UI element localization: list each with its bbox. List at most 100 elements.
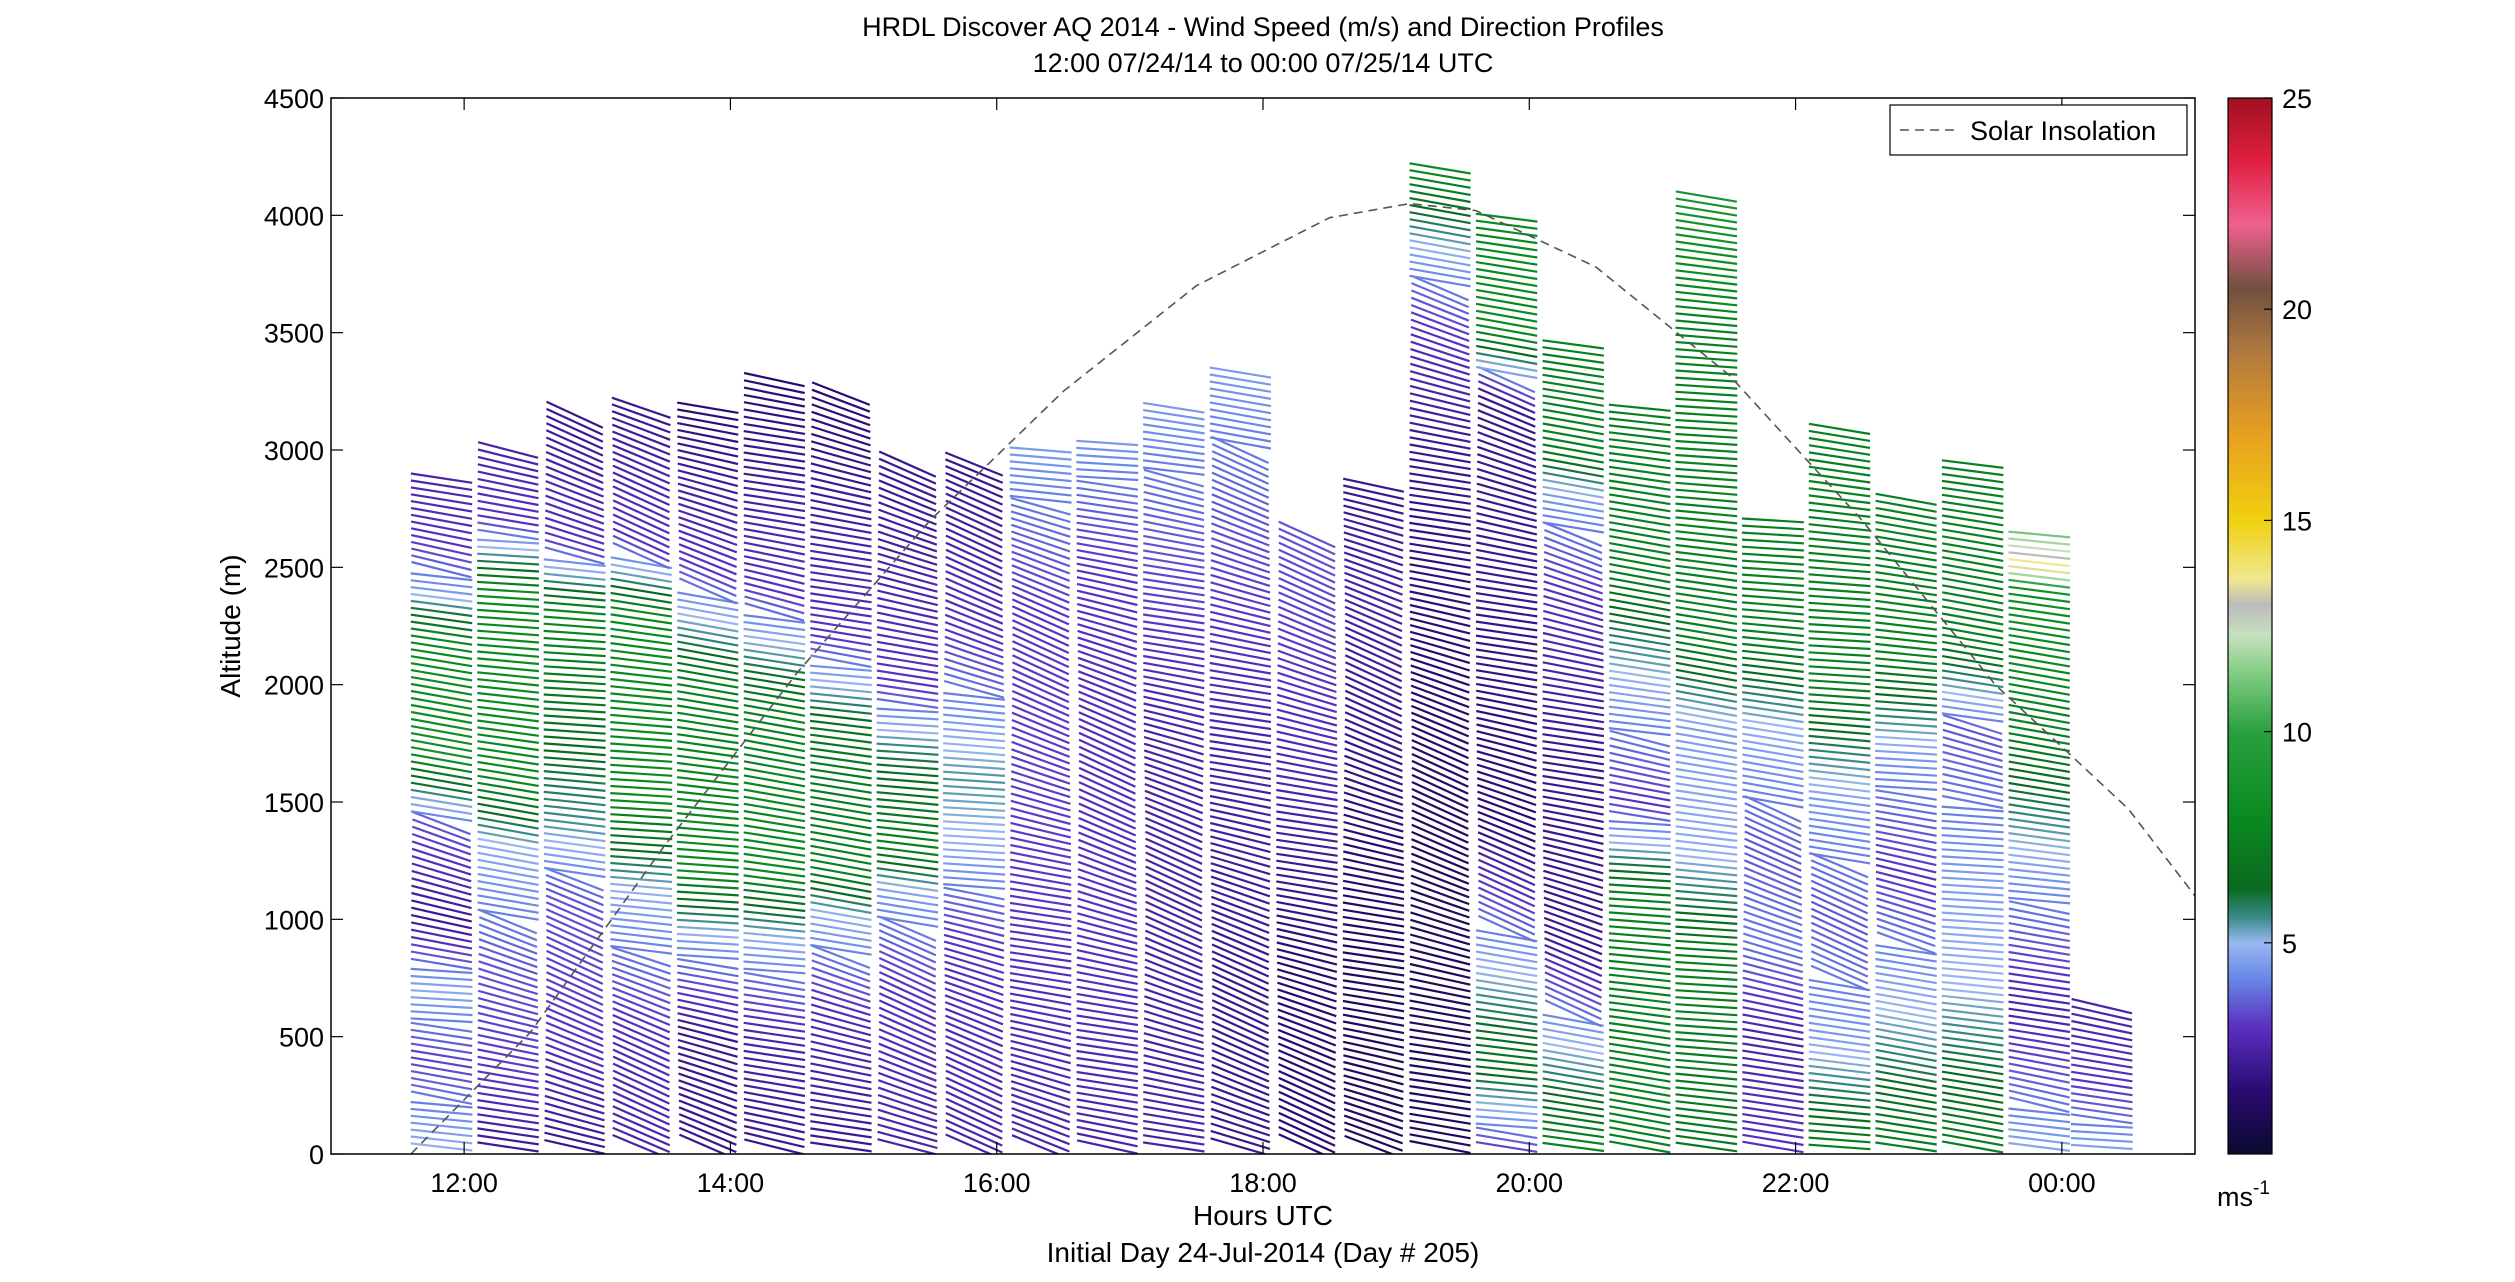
wind-barb — [878, 1006, 937, 1034]
wind-barb — [410, 1049, 473, 1062]
wind-barb — [1210, 537, 1270, 561]
wind-barb — [2071, 1049, 2133, 1062]
wind-barb — [546, 971, 604, 999]
wind-barb — [1542, 394, 1604, 407]
wind-barb — [1210, 573, 1271, 594]
wind-barb — [1941, 535, 2004, 548]
wind-barb — [1343, 538, 1404, 560]
wind-barb — [743, 1118, 805, 1134]
wind-barb — [1808, 608, 1871, 615]
wind-barb — [1543, 876, 1604, 897]
wind-barb — [543, 572, 606, 581]
wind-barb — [1742, 767, 1804, 781]
wind-barb — [1808, 1043, 1871, 1054]
wind-barb — [743, 555, 805, 571]
wind-barb — [410, 613, 473, 625]
wind-barb — [676, 932, 739, 939]
wind-barb — [1011, 718, 1070, 745]
wind-barb — [678, 1126, 737, 1154]
wind-barb — [411, 554, 472, 572]
wind-barb — [1011, 682, 1070, 711]
wind-barb — [1343, 1067, 1404, 1086]
wind-barb — [810, 1134, 872, 1146]
wind-barb — [2008, 732, 2070, 746]
wind-barb — [1476, 497, 1537, 516]
wind-barb — [1343, 1081, 1404, 1101]
wind-barb — [543, 742, 606, 749]
wind-barb — [676, 876, 739, 883]
wind-barb — [1475, 1108, 1538, 1116]
wind-barb — [743, 939, 806, 947]
wind-barb — [1743, 859, 1802, 886]
wind-barb — [1009, 985, 1072, 999]
wind-barb — [943, 691, 1006, 701]
wind-barb — [1210, 596, 1271, 614]
wind-barb — [945, 1111, 1003, 1140]
wind-barb — [1475, 669, 1538, 682]
wind-barb — [878, 964, 937, 992]
wind-barb — [1142, 466, 1205, 476]
wind-barb — [1941, 662, 2004, 675]
wind-barb — [1343, 1114, 1404, 1138]
wind-barb — [810, 462, 872, 480]
wind-barb — [1941, 974, 2004, 982]
wind-barb — [1211, 443, 1269, 471]
wind-barb — [1808, 1107, 1871, 1116]
wind-barb — [1608, 727, 1671, 737]
wind-barb — [1342, 477, 1405, 493]
wind-barb — [1744, 852, 1802, 879]
wind-barb — [1608, 479, 1671, 491]
wind-profile — [477, 441, 540, 1153]
wind-barb — [410, 767, 473, 781]
wind-barb — [610, 896, 673, 905]
wind-barb — [610, 848, 673, 855]
wind-barb — [1077, 838, 1137, 864]
wind-barb — [410, 606, 473, 618]
wind-barb — [1808, 1071, 1871, 1082]
wind-barb — [1211, 1020, 1270, 1049]
wind-barb — [1476, 504, 1537, 522]
wind-barb — [1144, 943, 1203, 970]
wind-barb — [1210, 1093, 1270, 1117]
wind-barb — [1211, 515, 1270, 540]
wind-barb — [1742, 663, 1804, 673]
wind-barb — [945, 1119, 1003, 1147]
wind-barb — [477, 657, 540, 666]
wind-barb — [810, 1025, 872, 1043]
wind-barb — [1808, 658, 1871, 665]
wind-barb — [1276, 914, 1338, 929]
wind-barb — [1475, 627, 1538, 639]
wind-barb — [1675, 1093, 1738, 1103]
wind-barb — [1143, 520, 1205, 535]
wind-barb — [810, 1003, 872, 1023]
wind-barb — [1941, 987, 2004, 997]
wind-barb — [1876, 931, 1936, 955]
wind-barb — [945, 485, 1003, 513]
wind-barb — [877, 1079, 938, 1103]
wind-barb — [1875, 700, 1938, 707]
wind-barb — [1675, 397, 1738, 404]
wind-barb — [809, 692, 872, 701]
wind-barb — [1542, 353, 1605, 364]
wind-barb — [1675, 675, 1738, 689]
wind-barb — [1142, 444, 1205, 456]
wind-barb — [1675, 226, 1738, 238]
wind-barb — [2071, 1034, 2133, 1049]
wind-barb — [810, 768, 872, 780]
wind-barb — [2008, 641, 2070, 654]
wind-barb — [1743, 866, 1803, 893]
wind-barb — [810, 823, 872, 837]
wind-barb — [1543, 609, 1604, 629]
wind-barb — [1343, 504, 1404, 523]
wind-barb — [543, 586, 606, 595]
wind-barb — [1808, 465, 1871, 477]
wind-barb — [1675, 1072, 1738, 1081]
wind-barb — [1808, 1057, 1871, 1068]
wind-barb — [1941, 493, 2004, 505]
wind-barb — [1010, 503, 1071, 524]
wind-barb — [1142, 452, 1205, 463]
wind-barb — [809, 664, 872, 672]
wind-barb — [1277, 656, 1337, 680]
wind-barb — [1343, 835, 1404, 853]
wind-barb — [1608, 952, 1671, 961]
